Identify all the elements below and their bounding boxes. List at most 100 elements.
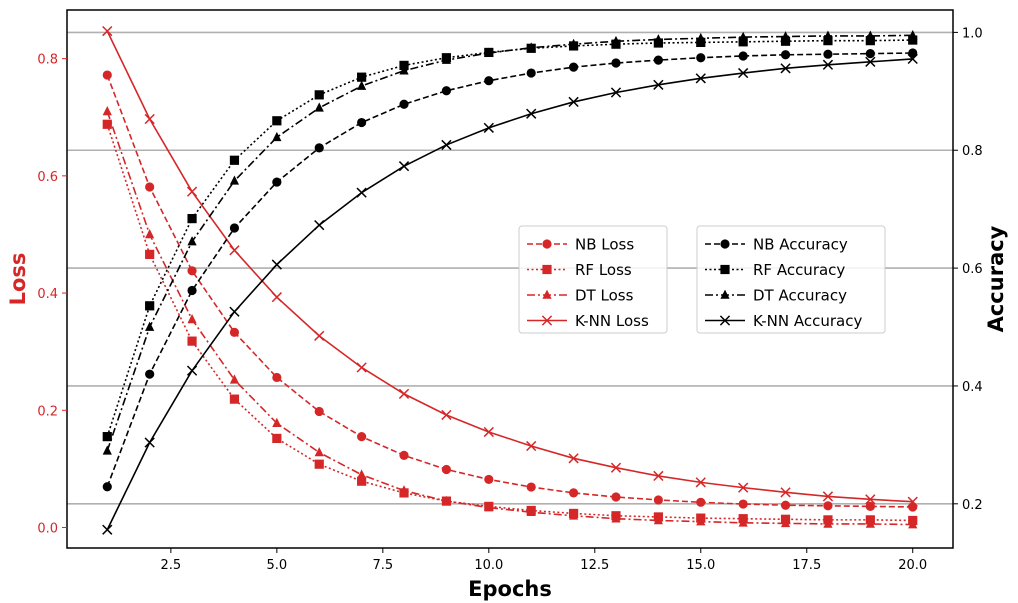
- accuracy-legend: NB Accuracy RF Accuracy DT Accuracy K-NN Ac…: [696, 225, 886, 334]
- data-point: [696, 516, 706, 526]
- y-left-tick-label: 0.6: [37, 170, 58, 185]
- x-tick-label: 20.0: [898, 558, 927, 573]
- data-point: [484, 474, 494, 485]
- legend-entry-dt-loss: DT Loss: [527, 287, 634, 305]
- data-point: [357, 80, 367, 90]
- grid-lines: [67, 31, 953, 505]
- legend-label: K-NN Loss: [575, 312, 649, 330]
- x-axis-label: Epochs: [468, 577, 552, 601]
- y-left-tick-label: 0.0: [37, 521, 58, 536]
- data-point: [272, 177, 282, 187]
- data-point: [695, 477, 706, 488]
- data-point: [738, 499, 748, 509]
- data-point: [314, 459, 324, 469]
- data-point: [357, 72, 367, 82]
- data-point: [738, 51, 748, 61]
- data-point: [272, 116, 282, 126]
- data-point: [780, 63, 791, 74]
- data-point: [272, 433, 282, 444]
- data-point: [314, 90, 324, 100]
- data-point: [398, 161, 410, 172]
- data-point: [144, 113, 155, 125]
- data-point: [822, 491, 834, 502]
- data-point: [229, 223, 240, 233]
- data-point: [738, 482, 749, 493]
- data-point: [780, 50, 791, 60]
- data-point: [441, 86, 452, 96]
- data-point: [398, 388, 410, 399]
- data-point: [865, 30, 875, 40]
- data-point: [229, 374, 240, 384]
- data-point: [696, 53, 706, 63]
- data-point: [653, 470, 664, 482]
- data-point: [102, 119, 112, 129]
- data-point: [145, 301, 155, 311]
- data-point: [483, 426, 494, 438]
- data-point: [187, 266, 197, 276]
- data-point: [102, 482, 112, 492]
- legend-entry-dt-accuracy: DT Accuracy: [705, 287, 847, 305]
- legend-marker: [541, 315, 553, 326]
- data-point: [526, 482, 536, 492]
- legend-label: NB Loss: [575, 236, 634, 254]
- data-point: [738, 31, 748, 41]
- data-point: [526, 440, 537, 452]
- legend-marker: [720, 239, 730, 249]
- series-line: [106, 111, 913, 526]
- y-right-tick-label: 1.0: [962, 26, 983, 41]
- x-tick-label: 17.5: [792, 558, 821, 573]
- legend-entry-k-nn-loss: K-NN Loss: [527, 312, 649, 330]
- data-point: [611, 513, 621, 523]
- legend-marker: [542, 239, 552, 249]
- data-point: [357, 117, 367, 128]
- data-point: [357, 476, 367, 486]
- data-point: [696, 497, 706, 507]
- data-point: [145, 321, 155, 331]
- data-point: [484, 502, 494, 512]
- x-tick-label: 2.5: [161, 558, 182, 573]
- data-point: [102, 70, 112, 80]
- legend-marker: [542, 289, 552, 299]
- data-point: [271, 292, 282, 303]
- series-dt-accuracy: [102, 29, 918, 455]
- legend-entry-nb-accuracy: NB Accuracy: [705, 236, 848, 254]
- data-point: [229, 306, 240, 317]
- data-point: [610, 462, 622, 473]
- series-line: [106, 52, 913, 488]
- data-point: [229, 155, 240, 165]
- data-point: [144, 437, 155, 448]
- data-point: [653, 495, 663, 505]
- data-point: [399, 65, 409, 75]
- data-point: [526, 42, 536, 52]
- data-point: [229, 394, 240, 404]
- data-point: [611, 35, 621, 46]
- data-point: [187, 336, 197, 346]
- y-left-tick-label: 0.4: [37, 287, 58, 302]
- data-point: [187, 314, 197, 324]
- data-point: [187, 214, 197, 224]
- legend-label: K-NN Accuracy: [753, 312, 862, 330]
- data-point: [314, 219, 325, 231]
- data-point: [653, 79, 664, 90]
- data-point: [738, 67, 749, 79]
- data-point: [526, 506, 536, 517]
- legend-marker: [720, 289, 730, 299]
- data-point: [610, 87, 622, 98]
- data-point: [611, 492, 621, 502]
- series-line: [106, 58, 913, 531]
- data-point: [908, 519, 918, 529]
- y-left-tick-label: 0.8: [37, 53, 58, 68]
- data-point: [526, 108, 537, 119]
- data-point: [908, 29, 918, 40]
- data-point: [611, 58, 621, 68]
- data-point: [356, 187, 367, 198]
- data-point: [823, 501, 833, 511]
- data-point: [653, 515, 663, 525]
- data-point: [865, 56, 876, 67]
- data-point: [272, 372, 282, 383]
- data-point: [484, 47, 494, 57]
- x-tick-label: 5.0: [266, 558, 287, 573]
- data-point: [102, 25, 113, 37]
- data-point: [145, 249, 155, 259]
